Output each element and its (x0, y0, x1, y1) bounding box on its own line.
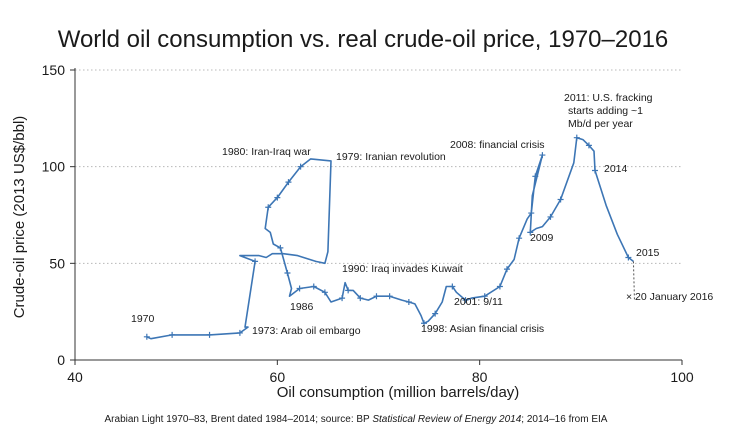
year-marker (236, 329, 243, 336)
year-marker (357, 295, 364, 302)
annotation: 1986 (290, 301, 314, 313)
annotation: 1979: Iranian revolution (336, 151, 446, 163)
annotation-line: starts adding ~1 (568, 105, 643, 117)
y-tick-label: 150 (42, 62, 66, 78)
x-tick-label: 100 (670, 369, 694, 385)
x-axis-label: Oil consumption (million barrels/day) (277, 384, 520, 401)
source-italic: Statistical Review of Energy 2014 (372, 414, 521, 425)
annotation: 1973: Arab oil embargo (252, 325, 361, 337)
year-marker (274, 194, 281, 201)
x-tick-label: 60 (270, 369, 286, 385)
annotation-line: 2011: U.S. fracking (564, 92, 653, 104)
annotation: 1998: Asian financial crisis (421, 323, 544, 335)
year-marker (143, 333, 150, 340)
annotation: 2001: 9/11 (454, 296, 503, 308)
year-marker (345, 287, 352, 294)
year-marker (557, 196, 564, 203)
year-marker (528, 210, 535, 217)
year-marker (547, 213, 554, 220)
year-marker (503, 266, 510, 273)
year-marker (277, 244, 284, 251)
annotation: 2009 (530, 232, 554, 244)
annotation: 2015 (636, 247, 660, 259)
source-suffix: ; 2014–16 from EIA (521, 414, 607, 425)
jan-2016-projection (632, 261, 635, 301)
annotation: 2014 (604, 163, 628, 175)
axes (70, 68, 683, 365)
annotation: 2008: financial crisis (450, 139, 545, 151)
year-marker (284, 270, 291, 276)
year-marker (585, 142, 592, 149)
x-tick-label: 40 (67, 369, 83, 385)
year-marker (252, 258, 259, 265)
series-line (146, 136, 634, 340)
annotation: 1970 (131, 313, 155, 325)
year-marker (321, 289, 328, 296)
y-tick-label: 0 (57, 352, 65, 368)
annotation: 1990: Iraq invades Kuwait (342, 263, 463, 275)
year-marker (591, 167, 598, 174)
source-prefix: Arabian Light 1970–83, Brent dated 1984–… (105, 414, 373, 425)
annotation: 1980: Iran-Iraq war (222, 146, 311, 158)
year-marker (432, 310, 439, 317)
year-marker (496, 283, 503, 290)
year-marker (449, 283, 456, 290)
year-marker (206, 331, 213, 338)
year-marker (339, 295, 346, 302)
year-marker (386, 293, 393, 300)
year-marker (532, 173, 539, 180)
y-tick-label: 50 (49, 255, 65, 271)
grid (75, 69, 682, 264)
year-marker (373, 293, 380, 300)
year-marker (169, 331, 176, 338)
annotations-layer: 1970 1973: Arab oil embargo 1979: Iranian … (131, 92, 713, 337)
chart-title: World oil consumption vs. real crude-oil… (58, 26, 669, 53)
tick-labels: 0 50 100 150 40 60 80 100 (42, 62, 694, 385)
year-marker (481, 293, 488, 300)
x-tick-label: 80 (472, 369, 488, 385)
year-marker (573, 134, 580, 141)
year-marker (462, 297, 469, 304)
year-marker (405, 299, 412, 305)
year-marker (265, 204, 272, 211)
y-axis-label: Crude-oil price (2013 US$/bbl) (11, 116, 28, 319)
year-marker (527, 229, 534, 236)
annotation: × 20 January 2016 (626, 291, 713, 303)
source-note: Arabian Light 1970–83, Brent dated 1984–… (105, 414, 608, 425)
annotation-2011: 2011: U.S. fracking starts adding ~1 Mb/d … (564, 92, 653, 130)
annotation-line: Mb/d per year (568, 118, 633, 130)
year-marker (539, 152, 546, 159)
year-marker (296, 285, 303, 292)
series-layer (143, 134, 635, 340)
year-marker (310, 283, 317, 290)
year-marker (421, 320, 428, 327)
y-tick-label: 100 (42, 159, 66, 175)
year-marker (297, 163, 304, 170)
year-marker (285, 179, 292, 186)
year-marker (625, 254, 632, 261)
year-marker (516, 235, 523, 242)
